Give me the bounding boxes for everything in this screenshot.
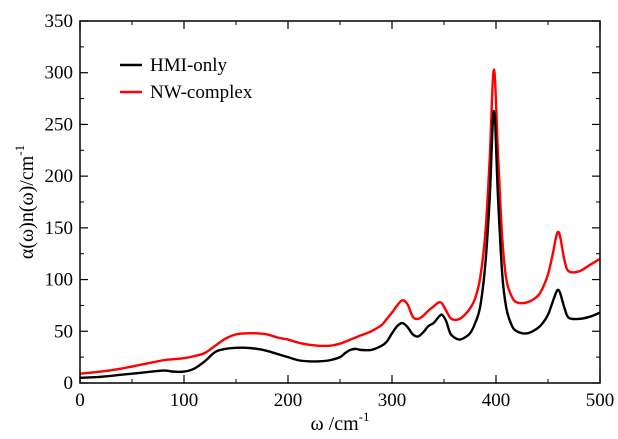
- x-tick-label: 0: [75, 390, 85, 411]
- y-tick-label: 200: [45, 166, 74, 187]
- y-axis-title-main: α(ω)n(ω)/cm: [16, 155, 38, 259]
- legend-label: NW-complex: [150, 82, 253, 103]
- y-axis-title-sup: -1: [12, 145, 27, 156]
- y-tick-label: 100: [45, 270, 74, 291]
- y-tick-label: 300: [45, 63, 74, 84]
- x-tick-label: 200: [274, 390, 303, 411]
- y-tick-label: 50: [54, 321, 73, 342]
- x-tick-label: 300: [378, 390, 407, 411]
- axes: 0 100 200 300 400 500 0 50 100 150 200 250 300 350: [45, 11, 615, 411]
- x-tick-label: 100: [170, 390, 199, 411]
- x-axis-title-sup: -1: [359, 409, 370, 424]
- y-tick-label: 250: [45, 114, 74, 135]
- legend: HMI-only NW-complex: [120, 55, 253, 103]
- plot-area: [79, 68, 601, 380]
- y-tick-label: 150: [45, 218, 74, 239]
- x-axis-title: ω /cm-1: [311, 409, 370, 435]
- x-tick-label: 400: [482, 390, 511, 411]
- y-axis-title: α(ω)n(ω)/cm-1: [12, 145, 38, 259]
- y-tick-label: 350: [45, 11, 74, 32]
- series-line-nw-complex: [79, 68, 601, 375]
- x-tick-label: 500: [586, 390, 615, 411]
- y-tick-label: 0: [64, 373, 74, 394]
- series-line-hmi-only: [79, 109, 601, 380]
- x-axis-title-main: ω /cm: [311, 413, 360, 435]
- legend-label: HMI-only: [150, 55, 228, 76]
